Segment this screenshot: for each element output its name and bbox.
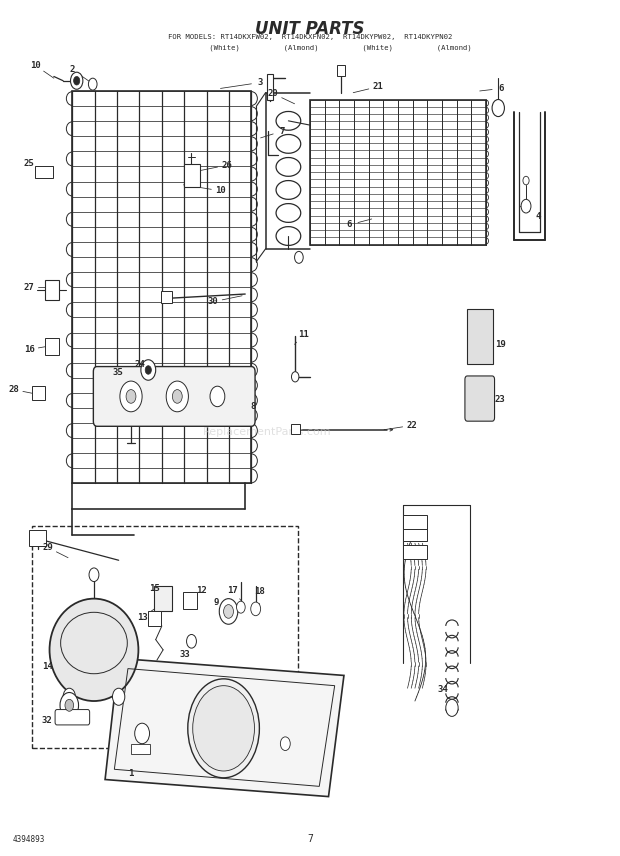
Text: 4394893: 4394893 — [12, 835, 45, 844]
Bar — [402, 528, 427, 542]
Text: 16: 16 — [24, 345, 35, 354]
Text: 10: 10 — [30, 61, 41, 70]
Bar — [337, 65, 345, 75]
Circle shape — [60, 693, 79, 718]
Circle shape — [250, 602, 260, 615]
Ellipse shape — [50, 598, 138, 701]
Text: 7: 7 — [280, 127, 285, 135]
Text: 17: 17 — [228, 586, 238, 595]
Text: 1: 1 — [128, 769, 134, 778]
Circle shape — [141, 360, 156, 380]
FancyBboxPatch shape — [94, 366, 255, 426]
Circle shape — [166, 381, 188, 412]
Text: 20: 20 — [268, 89, 278, 98]
Text: UNIT PARTS: UNIT PARTS — [255, 21, 365, 39]
Text: 32: 32 — [41, 716, 52, 725]
Text: 30: 30 — [208, 297, 218, 306]
Bar — [73, 91, 251, 484]
Circle shape — [280, 737, 290, 751]
Bar — [154, 586, 172, 611]
Circle shape — [237, 601, 245, 613]
Bar — [161, 291, 172, 302]
Circle shape — [120, 381, 142, 412]
FancyBboxPatch shape — [465, 376, 495, 421]
Text: 26: 26 — [221, 161, 232, 169]
Text: 9: 9 — [213, 598, 219, 608]
Circle shape — [65, 699, 74, 711]
Circle shape — [210, 386, 225, 407]
Text: 27: 27 — [24, 282, 35, 292]
Circle shape — [172, 389, 182, 403]
FancyBboxPatch shape — [55, 710, 90, 725]
Circle shape — [89, 78, 97, 90]
Bar — [184, 591, 197, 609]
Text: 33: 33 — [180, 650, 191, 658]
Bar — [131, 744, 149, 754]
Text: 22: 22 — [407, 421, 417, 430]
Bar — [402, 515, 427, 529]
Text: 2: 2 — [69, 65, 75, 74]
Text: 25: 25 — [24, 159, 35, 168]
Circle shape — [187, 634, 197, 648]
Bar — [467, 308, 494, 364]
Circle shape — [521, 199, 531, 213]
Text: FOR MODELS: RT14DKXFW02,  RT14DKXFN02,  RT14DKYPW02,  RT14DKYPN02: FOR MODELS: RT14DKXFW02, RT14DKXFN02, RT… — [168, 33, 452, 40]
Bar — [32, 526, 298, 748]
Text: 29: 29 — [42, 543, 53, 552]
Text: 4: 4 — [536, 212, 541, 221]
Text: 15: 15 — [149, 584, 160, 593]
Bar — [267, 74, 273, 99]
Bar — [32, 386, 45, 400]
Text: 11: 11 — [298, 330, 309, 339]
Text: 24: 24 — [135, 360, 146, 369]
Circle shape — [294, 252, 303, 264]
Bar — [184, 163, 200, 187]
Text: 34: 34 — [437, 686, 448, 694]
Circle shape — [126, 389, 136, 403]
Circle shape — [446, 699, 458, 716]
Bar — [310, 99, 486, 245]
Bar — [29, 531, 46, 546]
Bar — [291, 424, 300, 434]
Text: 6: 6 — [498, 84, 504, 93]
Text: 12: 12 — [197, 586, 207, 595]
Circle shape — [71, 72, 83, 89]
Circle shape — [523, 176, 529, 185]
Circle shape — [74, 76, 80, 85]
Text: 23: 23 — [495, 395, 505, 404]
Circle shape — [188, 679, 259, 778]
Text: 21: 21 — [373, 82, 383, 92]
Bar — [45, 338, 60, 355]
Polygon shape — [105, 658, 344, 797]
Text: 14: 14 — [42, 663, 53, 671]
Circle shape — [89, 568, 99, 581]
Text: ReplacementParts.com: ReplacementParts.com — [203, 427, 331, 437]
Circle shape — [193, 686, 254, 771]
Bar — [148, 610, 161, 626]
Text: 8: 8 — [250, 402, 256, 411]
Circle shape — [224, 604, 234, 618]
Text: (White)          (Almond)          (White)          (Almond): (White) (Almond) (White) (Almond) — [148, 44, 472, 51]
Text: 3: 3 — [258, 78, 264, 87]
Text: 35: 35 — [112, 368, 123, 377]
Bar — [45, 280, 60, 300]
Circle shape — [63, 688, 76, 705]
Text: 19: 19 — [495, 340, 505, 349]
Circle shape — [492, 99, 505, 116]
Circle shape — [112, 688, 125, 705]
Circle shape — [145, 366, 151, 374]
Circle shape — [135, 723, 149, 744]
Text: 28: 28 — [8, 385, 19, 394]
Circle shape — [291, 372, 299, 382]
Text: 13: 13 — [137, 613, 148, 622]
Text: 6: 6 — [346, 221, 352, 229]
Bar — [35, 166, 53, 178]
Text: 7: 7 — [307, 835, 313, 844]
Text: 18: 18 — [254, 587, 265, 597]
Text: 10: 10 — [215, 187, 226, 195]
Circle shape — [219, 598, 238, 624]
Bar — [402, 545, 427, 559]
